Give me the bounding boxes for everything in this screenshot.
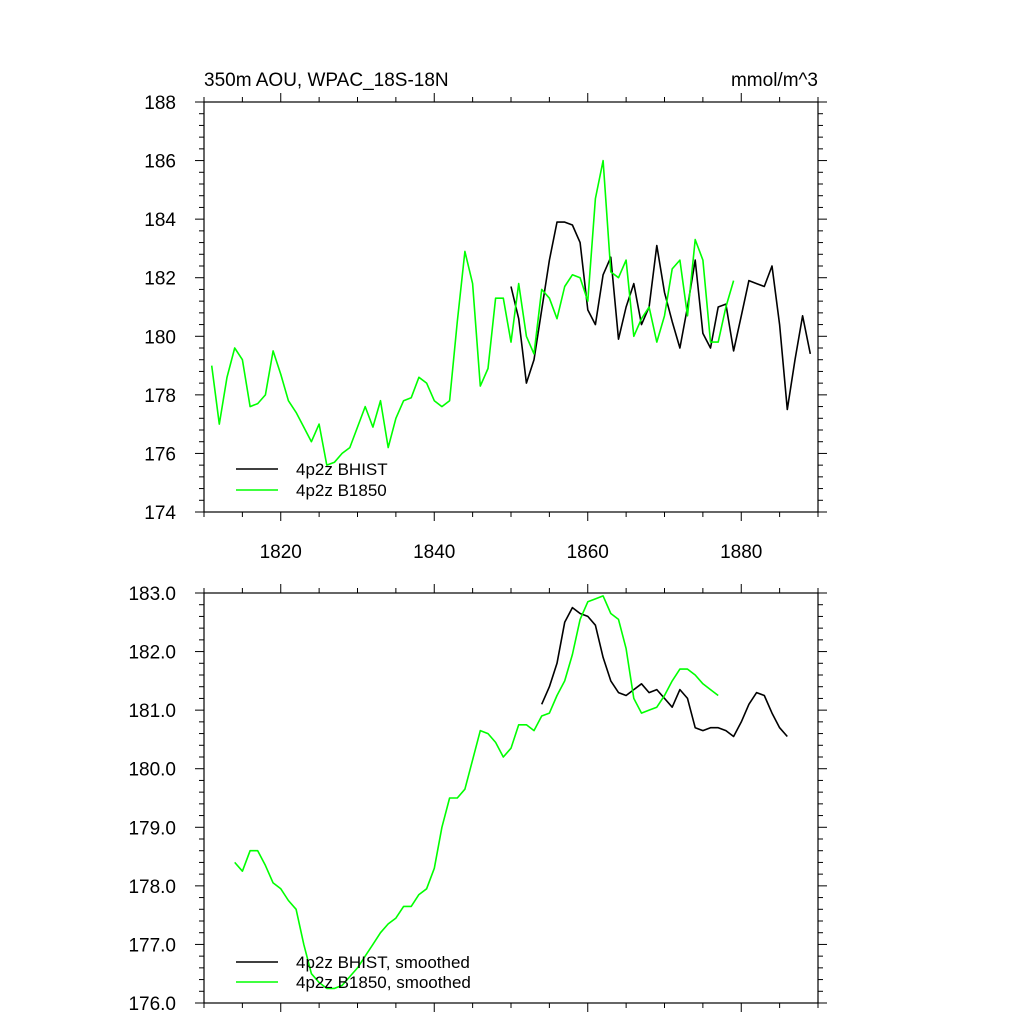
y-tick-label: 174	[144, 503, 176, 524]
bottom-legend: 4p2z BHIST, smoothed 4p2z B1850, smoothe…	[236, 953, 471, 992]
legend-label-b1850: 4p2z B1850	[296, 481, 387, 500]
y-tick-label: 184	[144, 210, 176, 231]
x-tick-label: 1840	[413, 542, 455, 563]
bottom-plot-frame	[203, 592, 819, 1004]
top-chart-units: mmol/m^3	[731, 70, 818, 91]
y-tick-label: 186	[144, 152, 176, 173]
top-chart-title: 350m AOU, WPAC_18S-18N	[204, 70, 449, 91]
top-ticks: 174 176 178 180 182 184 186 188 1820 1840 1860 1880	[144, 93, 827, 563]
y-tick-label: 180	[144, 327, 176, 348]
y-tick-label: 183.0	[128, 584, 176, 605]
y-tick-label: 178.0	[128, 877, 176, 898]
y-tick-label: 181.0	[128, 701, 176, 722]
y-tick-label: 177.0	[128, 935, 176, 956]
y-tick-label: 178	[144, 386, 176, 407]
series-line-4p2z-b1850-smoothed	[234, 595, 719, 990]
y-tick-label: 182	[144, 269, 176, 290]
bottom-panel: 176.0 177.0 178.0 179.0 180.0 181.0 182.0 183.0…	[128, 584, 827, 1015]
legend-label-bhist: 4p2z BHIST	[296, 460, 388, 479]
series-line-4p2z-bhist	[510, 221, 812, 411]
bottom-ticks: 176.0 177.0 178.0 179.0 180.0 181.0 182.0 183.0	[128, 584, 827, 1015]
top-series	[210, 159, 812, 466]
x-tick-label: 1880	[720, 542, 762, 563]
top-legend: 4p2z BHIST 4p2z B1850	[236, 460, 388, 500]
legend-label-b1850-smoothed: 4p2z B1850, smoothed	[296, 973, 471, 992]
y-tick-label: 176	[144, 444, 176, 465]
series-line-4p2z-b1850	[210, 159, 735, 466]
x-tick-label: 1820	[260, 542, 302, 563]
y-tick-label: 176.0	[128, 994, 176, 1015]
y-tick-label: 188	[144, 93, 176, 114]
y-tick-label: 182.0	[128, 643, 176, 664]
y-tick-label: 179.0	[128, 818, 176, 839]
y-tick-label: 180.0	[128, 760, 176, 781]
bottom-series	[234, 595, 788, 990]
legend-label-bhist-smoothed: 4p2z BHIST, smoothed	[296, 953, 470, 972]
x-tick-label: 1860	[567, 542, 609, 563]
top-panel: 350m AOU, WPAC_18S-18N mmol/m^3 17417617…	[144, 70, 827, 563]
